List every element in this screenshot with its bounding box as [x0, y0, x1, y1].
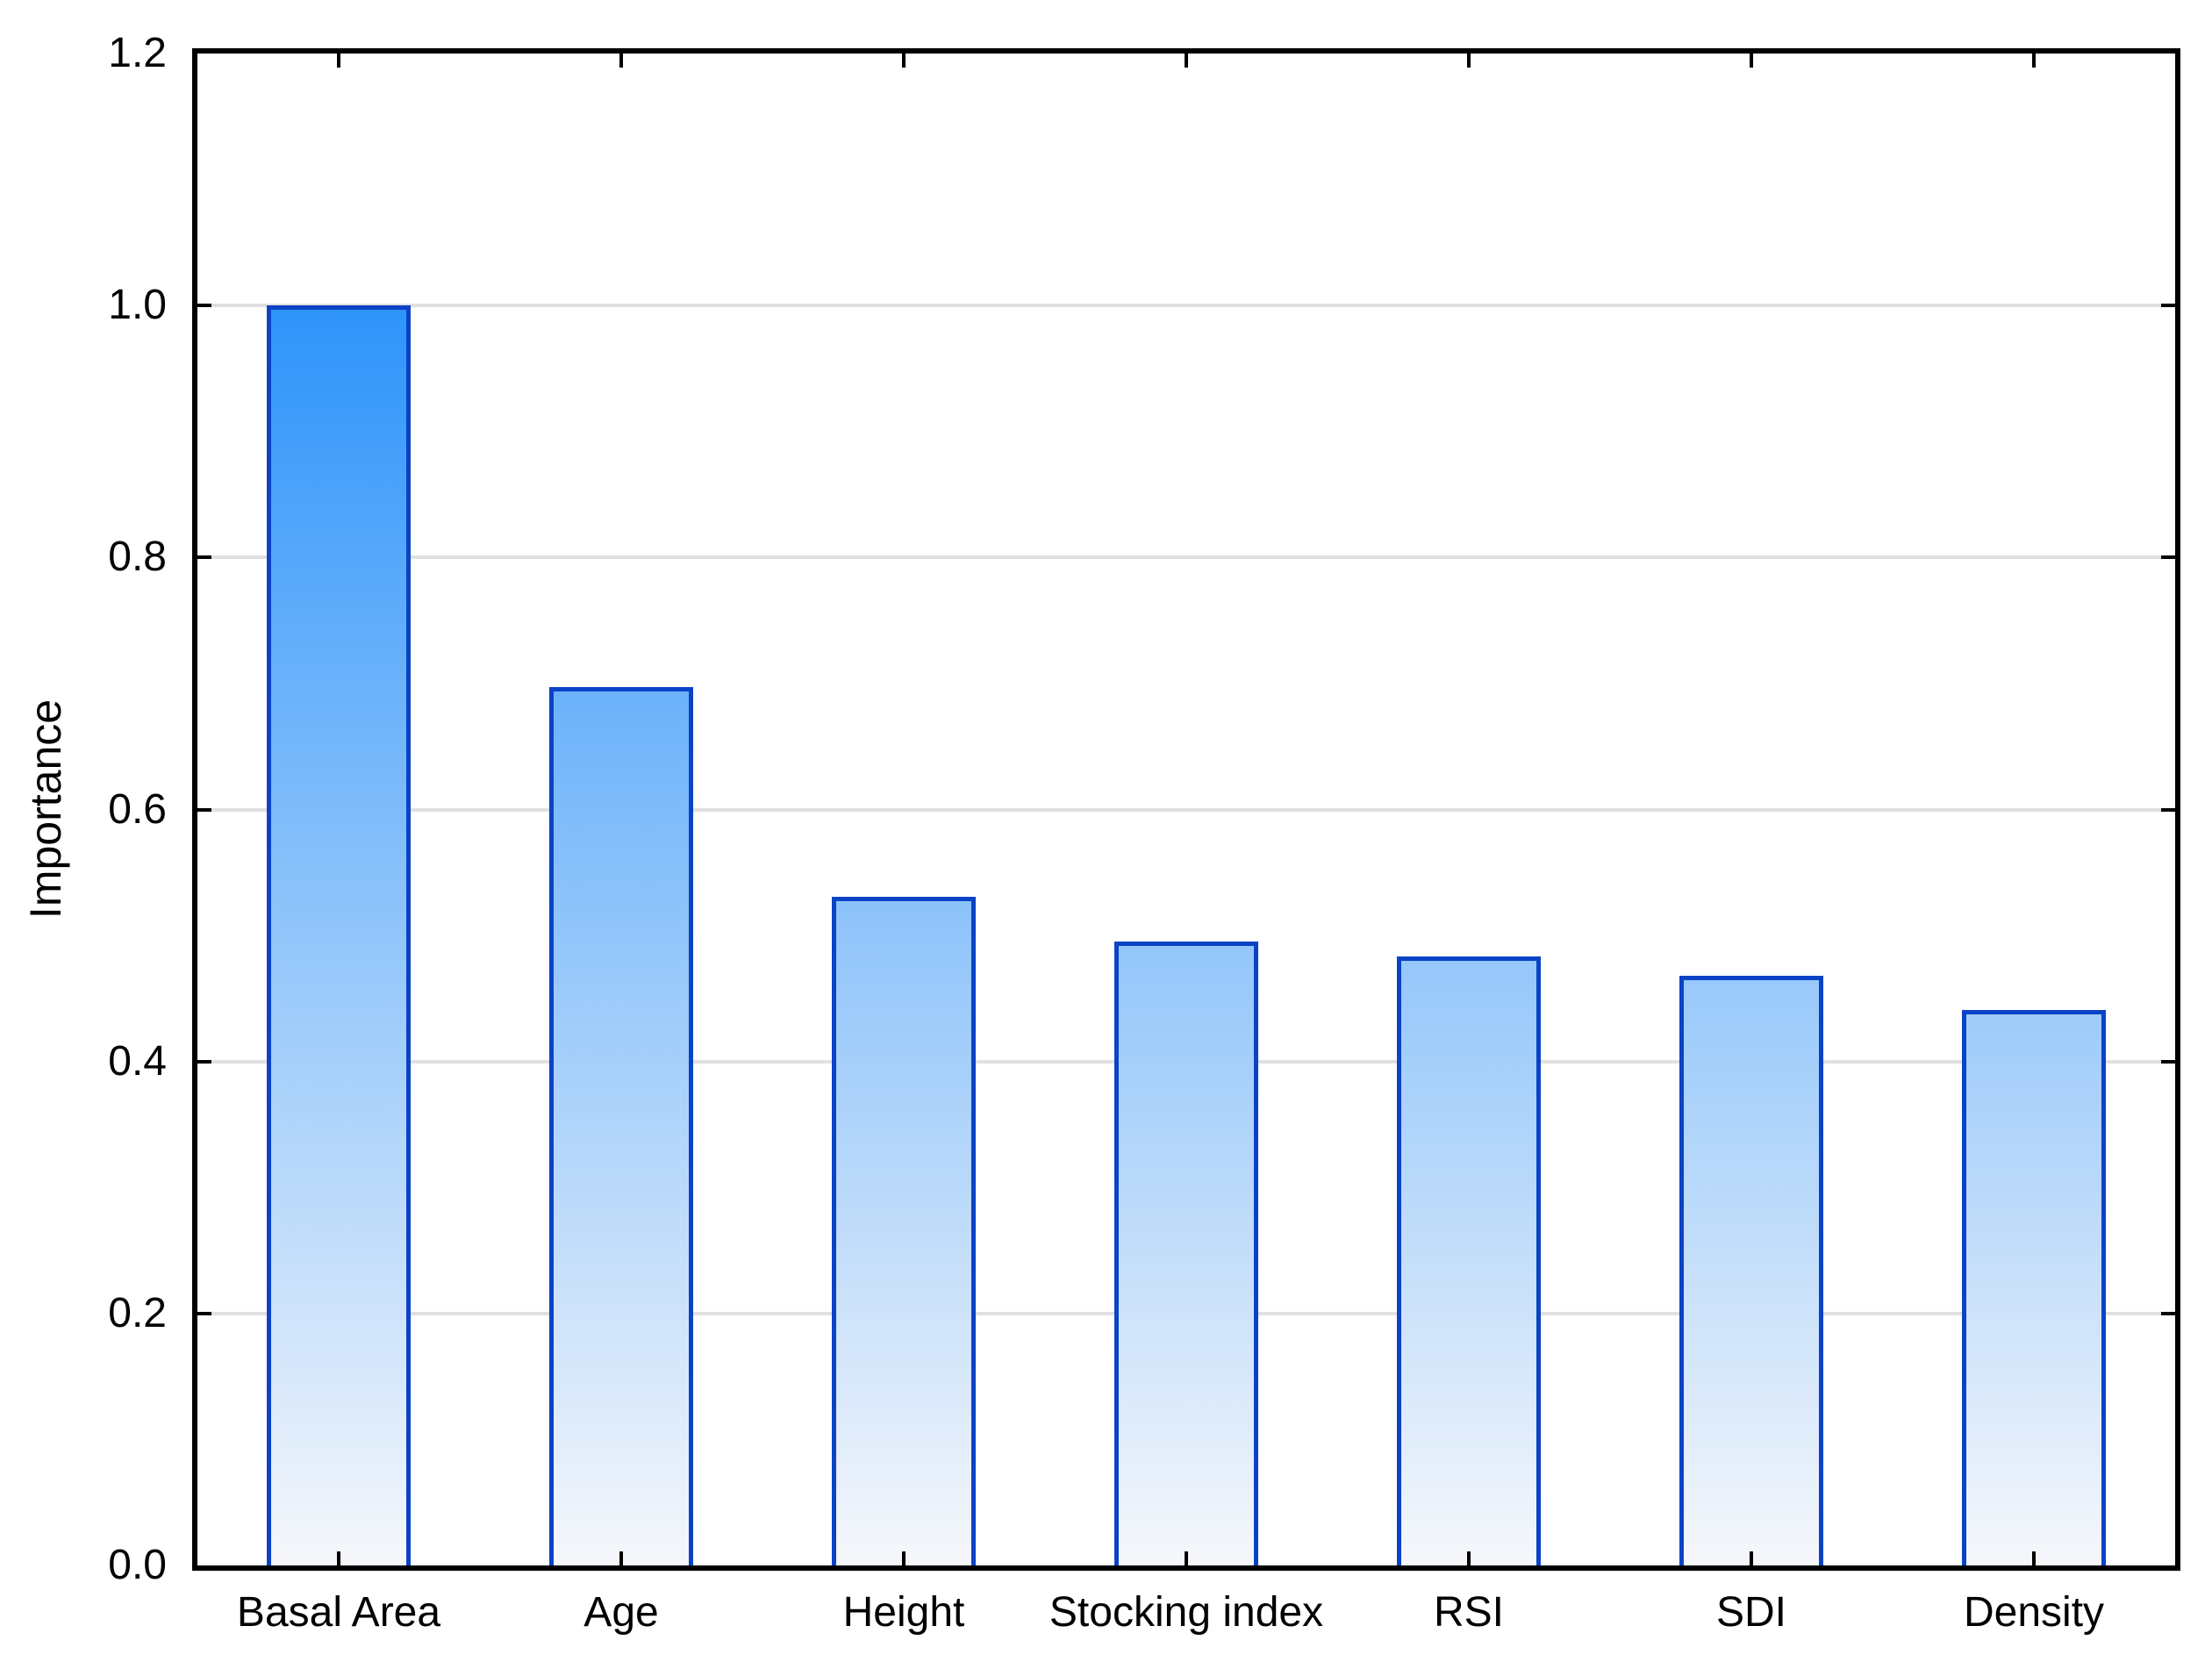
x-tick-label-rsi: RSI [1433, 1589, 1504, 1636]
x-tick-label-age: Age [583, 1589, 659, 1636]
plot-inner-area [197, 54, 2175, 1565]
gridline-y-1.0 [197, 304, 2175, 308]
x-tick-bottom [1467, 1551, 1471, 1565]
x-tick-label-height: Height [842, 1589, 965, 1636]
x-tick-label-density: Density [1963, 1589, 2105, 1636]
y-tick-left [197, 555, 211, 560]
gridline-y-0.6 [197, 807, 2175, 812]
x-tick-bottom [337, 1551, 340, 1565]
x-tick-top [1185, 54, 1188, 68]
x-tick-bottom [2032, 1551, 2036, 1565]
gridline-y-0.8 [197, 555, 2175, 560]
x-tick-bottom [1185, 1551, 1188, 1565]
y-tick-right [2161, 1059, 2175, 1064]
x-tick-label-stocking-index: Stocking index [1049, 1589, 1324, 1636]
x-tick-label-basal-area: Basal Area [236, 1589, 441, 1636]
x-tick-bottom [902, 1551, 906, 1565]
y-tick-right [2161, 807, 2175, 812]
y-tick-label-0.6: 0.6 [108, 785, 167, 833]
x-tick-top [1750, 54, 1753, 68]
x-tick-top [619, 54, 623, 68]
bar-sdi [1679, 976, 1823, 1565]
x-tick-bottom [619, 1551, 623, 1565]
y-tick-label-1.2: 1.2 [108, 30, 167, 76]
y-tick-label-0.4: 0.4 [108, 1037, 167, 1085]
x-tick-top [2032, 54, 2036, 68]
x-tick-top [337, 54, 340, 68]
bar-age [549, 687, 693, 1565]
x-tick-top [902, 54, 906, 68]
y-tick-left [197, 304, 211, 308]
plot-area [192, 48, 2180, 1571]
x-tick-bottom [1750, 1551, 1753, 1565]
y-tick-left [197, 807, 211, 812]
bar-rsi [1397, 956, 1541, 1565]
y-tick-right [2161, 1311, 2175, 1315]
y-tick-label-0.0: 0.0 [108, 1542, 167, 1588]
bar-density [1962, 1010, 2106, 1565]
y-tick-left [197, 1059, 211, 1064]
bar-stocking-index [1114, 942, 1258, 1565]
y-tick-label-0.2: 0.2 [108, 1289, 167, 1336]
y-tick-left [197, 1311, 211, 1315]
x-tick-top [1467, 54, 1471, 68]
y-tick-right [2161, 555, 2175, 560]
x-tick-label-sdi: SDI [1715, 1589, 1786, 1636]
y-tick-label-0.8: 0.8 [108, 534, 167, 581]
bar-height [832, 897, 976, 1565]
bar-basal-area [267, 305, 411, 1565]
y-tick-right [2161, 304, 2175, 308]
y-tick-label-1.0: 1.0 [108, 282, 167, 329]
